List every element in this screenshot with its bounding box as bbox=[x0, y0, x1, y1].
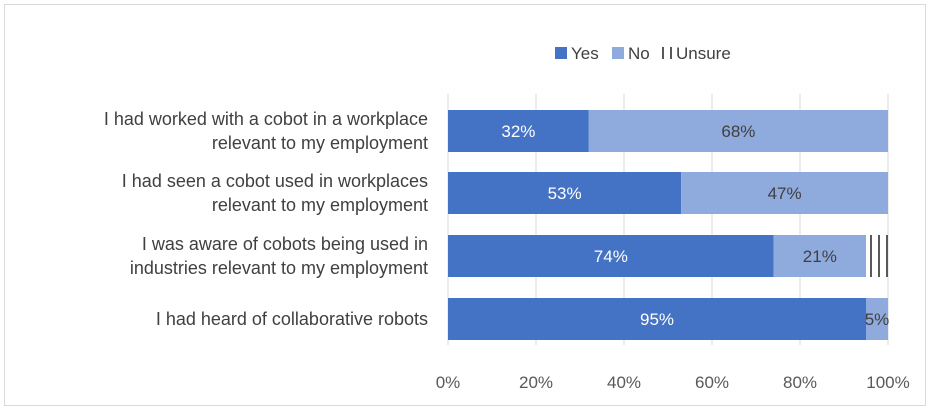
category-labels: I had worked with a cobot in a workplace… bbox=[104, 109, 428, 329]
data-label: 21% bbox=[803, 247, 837, 266]
legend-label: No bbox=[628, 44, 650, 63]
category-label: I had worked with a cobot in a workplace bbox=[104, 109, 428, 129]
category-label: relevant to my employment bbox=[212, 133, 428, 153]
legend-label: Unsure bbox=[676, 44, 731, 63]
data-label: 5% bbox=[865, 310, 890, 329]
x-axis: 0% 20% 40% 60% 80% 100% bbox=[436, 373, 910, 392]
legend-swatch bbox=[660, 47, 672, 59]
legend-label: Yes bbox=[571, 44, 599, 63]
data-label: 74% bbox=[594, 247, 628, 266]
x-tick-label: 100% bbox=[866, 373, 909, 392]
chart-frame: Yes No Unsure 32% 68% 53% 47% 74% 21% 95% 5% I ha… bbox=[4, 4, 926, 406]
bar-unsure bbox=[866, 235, 888, 277]
bars: 32% 68% 53% 47% 74% 21% 95% 5% bbox=[448, 110, 889, 340]
legend-swatch bbox=[612, 47, 624, 59]
bar-yes bbox=[448, 298, 866, 340]
x-tick-label: 40% bbox=[607, 373, 641, 392]
data-label: 47% bbox=[768, 184, 802, 203]
bar-yes bbox=[448, 235, 774, 277]
stacked-bar-chart: Yes No Unsure 32% 68% 53% 47% 74% 21% 95% 5% I ha… bbox=[104, 44, 910, 392]
x-tick-label: 60% bbox=[695, 373, 729, 392]
bar-no bbox=[866, 298, 888, 340]
x-tick-label: 0% bbox=[436, 373, 461, 392]
category-label: industries relevant to my employment bbox=[130, 258, 428, 278]
x-tick-label: 80% bbox=[783, 373, 817, 392]
legend: Yes No Unsure bbox=[555, 44, 731, 63]
category-label: I was aware of cobots being used in bbox=[142, 234, 428, 254]
data-label: 53% bbox=[548, 184, 582, 203]
data-label: 68% bbox=[721, 122, 755, 141]
bar-no bbox=[773, 235, 866, 277]
category-label: I had heard of collaborative robots bbox=[156, 309, 428, 329]
bar-no bbox=[588, 110, 888, 152]
category-label: I had seen a cobot used in workplaces bbox=[122, 171, 428, 191]
bar-yes bbox=[448, 172, 682, 214]
category-label: relevant to my employment bbox=[212, 195, 428, 215]
x-tick-label: 20% bbox=[519, 373, 553, 392]
legend-swatch bbox=[555, 47, 567, 59]
bar-yes bbox=[448, 110, 589, 152]
bar-no bbox=[681, 172, 888, 214]
data-label: 95% bbox=[640, 310, 674, 329]
data-label: 32% bbox=[501, 122, 535, 141]
